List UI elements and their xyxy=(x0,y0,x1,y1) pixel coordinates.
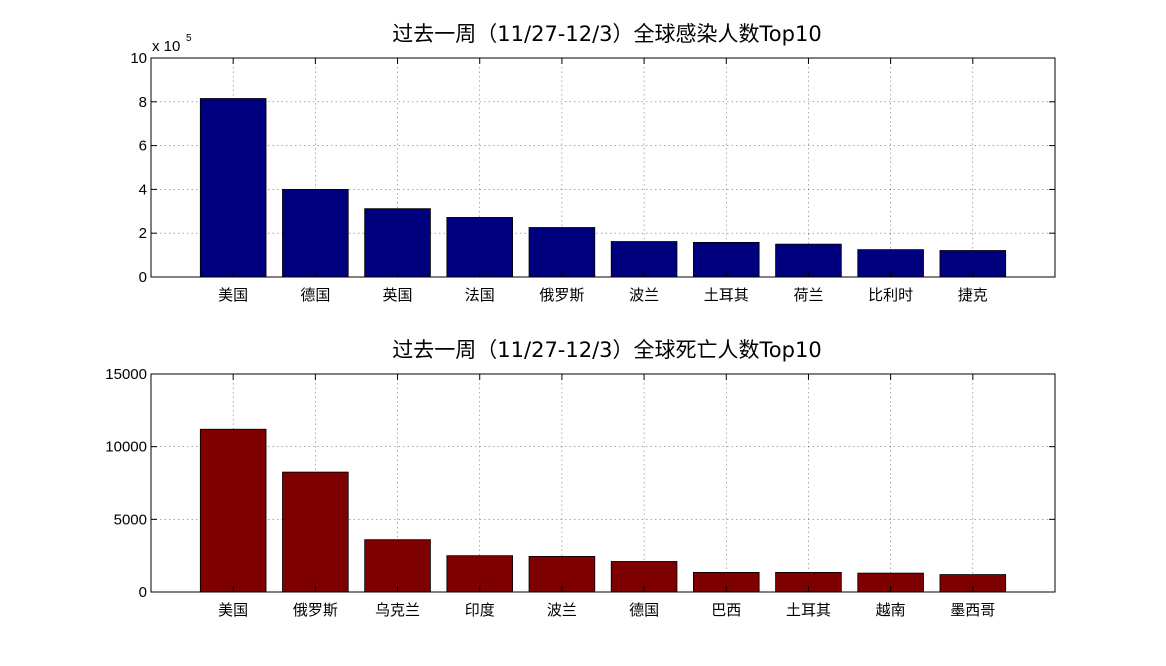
bar xyxy=(282,188,349,278)
x-tick-label: 越南 xyxy=(876,601,906,619)
x-tick-label: 美国 xyxy=(218,601,248,619)
x-tick-label: 墨西哥 xyxy=(950,601,995,619)
y-tick-label: 4 xyxy=(139,181,147,198)
y-tick-label: 15000 xyxy=(105,366,147,383)
x-tick-label: 巴西 xyxy=(711,601,741,619)
bar xyxy=(446,217,514,278)
x-tick-label: 土耳其 xyxy=(786,601,831,619)
grid xyxy=(151,58,1055,277)
y-tick-label: 6 xyxy=(139,138,147,155)
bar xyxy=(282,471,349,593)
chart-deaths: 过去一周（11/27-12/3）全球死亡人数Top10 0 5000 10000 15… xyxy=(105,338,1056,619)
x-tick-label: 比利时 xyxy=(868,286,913,304)
plot-frame xyxy=(150,57,1056,278)
chart-infections: 过去一周（11/27-12/3）全球感染人数Top10 x 10 5 0 2 4 6 8… xyxy=(130,22,1056,304)
y-tick-label: 8 xyxy=(139,94,147,111)
y-tick-label: 5000 xyxy=(114,511,147,528)
x-tick-label: 乌克兰 xyxy=(375,601,420,619)
x-tick-label: 印度 xyxy=(465,601,495,619)
y-tick-label: 2 xyxy=(139,225,147,242)
grid xyxy=(151,374,1055,592)
y-tick-label: 0 xyxy=(139,269,147,286)
y-tick-label: 10 xyxy=(130,50,147,67)
x-tick-label: 捷克 xyxy=(958,286,988,304)
chart-title: 过去一周（11/27-12/3）全球死亡人数Top10 xyxy=(392,338,821,362)
x-tick-label: 德国 xyxy=(629,601,659,619)
x-tick-label: 波兰 xyxy=(547,601,577,619)
x-tick-label: 美国 xyxy=(218,286,248,304)
x-tick-label: 俄罗斯 xyxy=(539,286,584,304)
y-exponent-label: x 10 xyxy=(152,38,180,55)
bar xyxy=(364,208,431,278)
bar xyxy=(199,428,267,593)
bar xyxy=(199,98,267,278)
y-tick-label: 10000 xyxy=(105,439,147,456)
x-tick-label: 德国 xyxy=(300,286,330,304)
bar xyxy=(364,539,431,593)
x-tick-label: 英国 xyxy=(383,286,413,304)
plot-frame xyxy=(150,373,1056,593)
y-tick-label: 0 xyxy=(139,584,147,601)
bar xyxy=(528,227,596,278)
y-exponent-power: 5 xyxy=(186,33,192,44)
x-tick-label: 土耳其 xyxy=(704,286,749,304)
x-tick-label: 俄罗斯 xyxy=(293,601,338,619)
chart-title: 过去一周（11/27-12/3）全球感染人数Top10 xyxy=(392,22,821,46)
x-tick-label: 荷兰 xyxy=(793,286,823,304)
x-tick-label: 波兰 xyxy=(629,286,659,304)
x-tick-label: 法国 xyxy=(465,286,495,304)
